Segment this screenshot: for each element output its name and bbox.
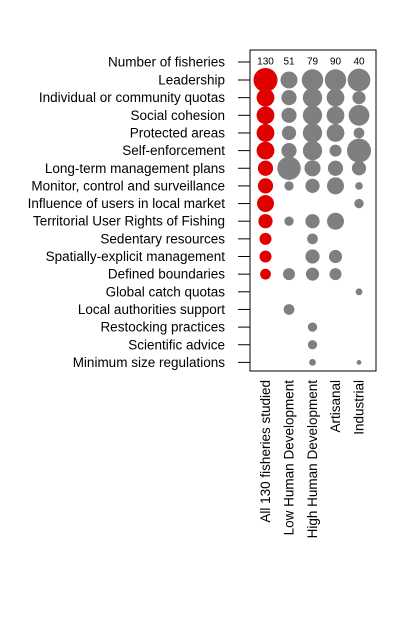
bubble-long-term-management-plans-artisanal: [327, 160, 344, 176]
bubble-individual-or-community-quotas-high-human-development: [302, 87, 323, 108]
count-label: 90: [330, 57, 342, 68]
bubble-social-cohesion-industrial: [348, 104, 370, 126]
bubble-scientific-advice-high-human-development: [307, 340, 318, 350]
bubble-leadership-low-human-development: [280, 71, 298, 89]
bubble-social-cohesion-artisanal: [326, 106, 345, 125]
bubble-territorial-user-rights-of-fishing-artisanal: [327, 212, 344, 230]
bubble-minimum-size-regulations-industrial: [356, 360, 362, 365]
row-label-social-cohesion: Social cohesion: [130, 108, 225, 123]
row-label-monitor-control-and-surveillance: Monitor, control and surveillance: [31, 178, 225, 193]
bubble-defined-boundaries-low-human-development: [283, 268, 295, 281]
row-label-minimum-size-regulations: Minimum size regulations: [73, 355, 226, 370]
row-label-spatially-explicit-management: Spatially-explicit management: [46, 249, 226, 264]
bubble-sedentary-resources-high-human-development: [307, 233, 318, 245]
bubble-social-cohesion-low-human-development: [281, 107, 297, 123]
row-label-long-term-management-plans: Long-term management plans: [45, 161, 225, 176]
bubble-protected-areas-all-130-fisheries-studied: [256, 124, 275, 142]
bubble-individual-or-community-quotas-industrial: [352, 91, 366, 105]
bubble-protected-areas-low-human-development: [281, 125, 297, 141]
row-label-scientific-advice: Scientific advice: [128, 337, 225, 352]
bubble-territorial-user-rights-of-fishing-high-human-development: [305, 214, 320, 229]
column-label-artisanal: Artisanal: [328, 380, 343, 433]
bubble-influence-of-users-in-local-market-industrial: [354, 198, 364, 209]
row-label-defined-boundaries: Defined boundaries: [108, 267, 225, 282]
bubble-territorial-user-rights-of-fishing-low-human-development: [284, 216, 294, 226]
row-label-sedentary-resources: Sedentary resources: [100, 231, 225, 246]
bubble-protected-areas-high-human-development: [302, 123, 323, 143]
bubble-leadership-artisanal: [324, 69, 347, 91]
bubble-leadership-all-130-fisheries-studied: [253, 68, 278, 92]
count-label: 130: [257, 57, 274, 68]
bubble-social-cohesion-all-130-fisheries-studied: [256, 106, 275, 125]
row-label-territorial-user-rights-of-fishing: Territorial User Rights of Fishing: [33, 214, 225, 229]
column-label-low-human-development: Low Human Development: [282, 380, 297, 536]
bubble-territorial-user-rights-of-fishing-all-130-fisheries-studied: [258, 214, 273, 229]
bubble-monitor-control-and-surveillance-industrial: [355, 182, 363, 190]
bubble-long-term-management-plans-high-human-development: [304, 160, 321, 177]
row-label-restocking-practices: Restocking practices: [100, 320, 225, 335]
bubble-sedentary-resources-all-130-fisheries-studied: [259, 232, 272, 245]
bubble-spatially-explicit-management-all-130-fisheries-studied: [259, 250, 272, 263]
bubble-local-authorities-support-low-human-development: [283, 304, 295, 315]
count-label: 51: [283, 57, 295, 68]
bubble-self-enforcement-all-130-fisheries-studied: [256, 141, 275, 160]
count-label: 79: [307, 57, 319, 68]
plot-frame: [249, 49, 377, 372]
bubble-long-term-management-plans-low-human-development: [277, 156, 301, 180]
bubble-self-enforcement-low-human-development: [281, 143, 297, 159]
row-label-self-enforcement: Self-enforcement: [122, 143, 225, 158]
bubble-defined-boundaries-all-130-fisheries-studied: [260, 268, 271, 280]
bubble-spatially-explicit-management-artisanal: [328, 249, 343, 264]
bubble-monitor-control-and-surveillance-artisanal: [327, 177, 344, 195]
row-label-leadership: Leadership: [158, 73, 225, 88]
bubble-protected-areas-artisanal: [326, 124, 345, 142]
y-axis-ticks: [238, 61, 250, 363]
count-labels: 130 51 79 90 40: [257, 57, 365, 68]
column-label-high-human-development: High Human Development: [305, 380, 320, 539]
bubble-leadership-industrial: [347, 68, 371, 92]
column-label-industrial: Industrial: [352, 380, 367, 435]
bubble-defined-boundaries-high-human-development: [305, 267, 320, 281]
bubble-leadership-high-human-development: [301, 69, 324, 91]
bubble-long-term-management-plans-industrial: [351, 161, 367, 176]
row-label-global-catch-quotas: Global catch quotas: [106, 284, 226, 299]
count-label: 40: [353, 57, 365, 68]
bubble-monitor-control-and-surveillance-high-human-development: [305, 178, 320, 193]
bubble-individual-or-community-quotas-low-human-development: [281, 90, 297, 106]
bubble-self-enforcement-artisanal: [329, 144, 342, 157]
column-label-all-130-fisheries-studied: All 130 fisheries studied: [258, 380, 273, 523]
bubble-individual-or-community-quotas-artisanal: [326, 88, 345, 107]
column-labels: All 130 fisheries studied Low Human Devel…: [258, 380, 367, 539]
bubble-defined-boundaries-artisanal: [329, 268, 342, 281]
bubble-long-term-management-plans-all-130-fisheries-studied: [257, 160, 274, 176]
bubble-social-cohesion-high-human-development: [302, 105, 323, 125]
row-label-number-of-fisheries: Number of fisheries: [108, 55, 225, 70]
bubbles: [253, 68, 371, 366]
bubble-global-catch-quotas-industrial: [355, 288, 363, 296]
row-label-individual-or-community-quotas: Individual or community quotas: [39, 90, 225, 105]
row-label-local-authorities-support: Local authorities support: [78, 302, 225, 317]
row-labels: Number of fisheries Leadership Individual …: [28, 55, 226, 370]
bubble-influence-of-users-in-local-market-all-130-fisheries-studied: [257, 195, 274, 213]
bubble-spatially-explicit-management-high-human-development: [305, 249, 320, 264]
bubble-monitor-control-and-surveillance-low-human-development: [284, 181, 294, 191]
bubble-self-enforcement-high-human-development: [302, 140, 323, 161]
bubble-minimum-size-regulations-high-human-development: [309, 359, 316, 366]
bubble-individual-or-community-quotas-all-130-fisheries-studied: [256, 88, 275, 107]
bubble-restocking-practices-high-human-development: [307, 322, 318, 332]
row-label-influence-of-users-in-local-market: Influence of users in local market: [28, 196, 226, 211]
row-label-protected-areas: Protected areas: [130, 125, 226, 140]
bubble-protected-areas-industrial: [353, 127, 365, 139]
bubble-self-enforcement-industrial: [347, 138, 371, 163]
bubble-monitor-control-and-surveillance-all-130-fisheries-studied: [257, 178, 274, 194]
